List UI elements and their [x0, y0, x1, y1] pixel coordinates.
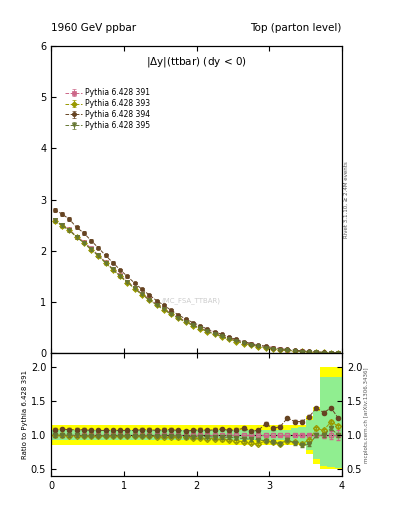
- Legend: Pythia 6.428 391, Pythia 6.428 393, Pythia 6.428 394, Pythia 6.428 395: Pythia 6.428 391, Pythia 6.428 393, Pyth…: [64, 87, 152, 132]
- Y-axis label: mcplots.cern.ch [arXiv:1306.3436]: mcplots.cern.ch [arXiv:1306.3436]: [364, 367, 369, 462]
- Text: Top (parton level): Top (parton level): [250, 23, 342, 33]
- Text: $|\Delta y|(\rm{t\bar{t}bar})$ (dy < 0): $|\Delta y|(\rm{t\bar{t}bar})$ (dy < 0): [0, 511, 1, 512]
- Text: |$\Delta$y|(ttbar) (dy < 0): |$\Delta$y|(ttbar) (dy < 0): [146, 55, 247, 69]
- Text: (MC_FSA_TTBAR): (MC_FSA_TTBAR): [161, 297, 220, 305]
- Y-axis label: Rivet 3.1.10, ≥ 2.4M events: Rivet 3.1.10, ≥ 2.4M events: [343, 161, 348, 238]
- Text: 1960 GeV ppbar: 1960 GeV ppbar: [51, 23, 136, 33]
- Y-axis label: Ratio to Pythia 6.428 391: Ratio to Pythia 6.428 391: [22, 370, 28, 459]
